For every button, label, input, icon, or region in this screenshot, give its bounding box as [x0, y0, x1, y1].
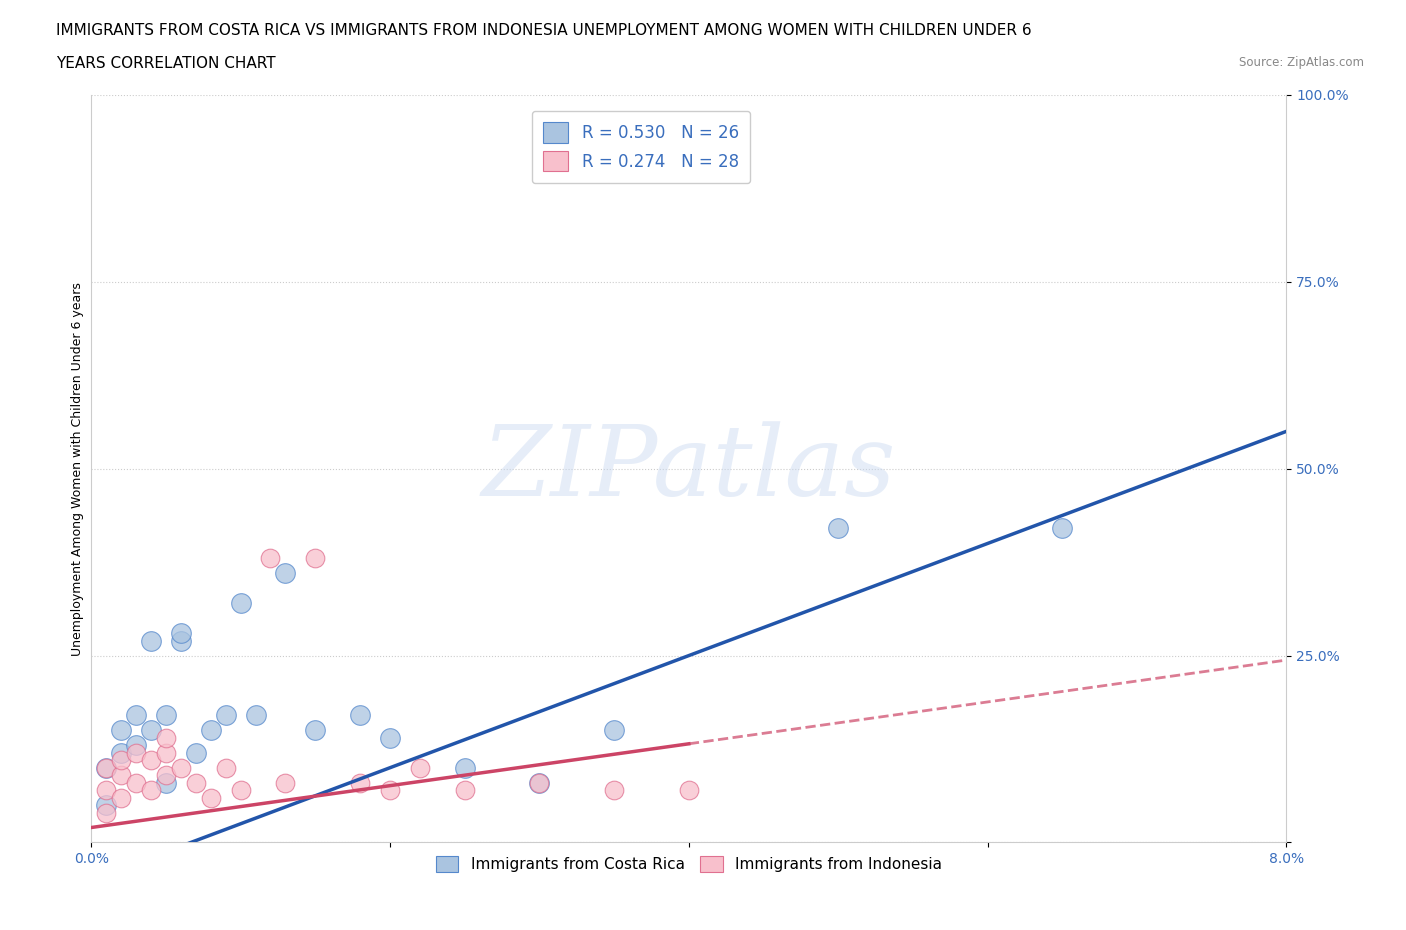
Point [349, 708, 371, 723]
Point [184, 745, 207, 760]
Legend: Immigrants from Costa Rica, Immigrants from Indonesia: Immigrants from Costa Rica, Immigrants f… [427, 848, 949, 880]
Point [229, 783, 252, 798]
Point [155, 730, 177, 745]
Point [274, 776, 297, 790]
Point [125, 708, 148, 723]
Point [110, 752, 132, 767]
Point [110, 768, 132, 783]
Point [139, 752, 162, 767]
Point [1052, 521, 1074, 536]
Point [603, 723, 626, 737]
Point [454, 783, 477, 798]
Point [304, 551, 326, 565]
Y-axis label: Unemployment Among Women with Children Under 6 years: Unemployment Among Women with Children U… [72, 282, 84, 656]
Point [155, 745, 177, 760]
Point [529, 776, 551, 790]
Point [259, 551, 281, 565]
Point [304, 723, 326, 737]
Point [200, 790, 222, 805]
Point [110, 745, 132, 760]
Text: YEARS CORRELATION CHART: YEARS CORRELATION CHART [56, 56, 276, 71]
Point [170, 626, 193, 641]
Point [454, 761, 477, 776]
Point [94, 805, 117, 820]
Point [125, 737, 148, 752]
Point [274, 566, 297, 581]
Point [110, 723, 132, 737]
Point [214, 761, 236, 776]
Point [170, 633, 193, 648]
Point [229, 596, 252, 611]
Point [94, 783, 117, 798]
Point [200, 723, 222, 737]
Point [94, 761, 117, 776]
Text: Source: ZipAtlas.com: Source: ZipAtlas.com [1239, 56, 1364, 69]
Point [139, 783, 162, 798]
Point [678, 783, 700, 798]
Point [94, 761, 117, 776]
Point [139, 723, 162, 737]
Text: IMMIGRANTS FROM COSTA RICA VS IMMIGRANTS FROM INDONESIA UNEMPLOYMENT AMONG WOMEN: IMMIGRANTS FROM COSTA RICA VS IMMIGRANTS… [56, 23, 1032, 38]
Point [125, 745, 148, 760]
Point [378, 730, 401, 745]
Point [155, 768, 177, 783]
Point [349, 776, 371, 790]
Point [94, 798, 117, 813]
Text: ZIPatlas: ZIPatlas [482, 421, 896, 516]
Point [603, 783, 626, 798]
Point [409, 761, 432, 776]
Point [125, 776, 148, 790]
Point [214, 708, 236, 723]
Point [155, 776, 177, 790]
Point [110, 790, 132, 805]
Point [827, 521, 849, 536]
Point [139, 633, 162, 648]
Point [184, 776, 207, 790]
Point [155, 708, 177, 723]
Point [529, 776, 551, 790]
Point [170, 761, 193, 776]
Point [245, 708, 267, 723]
Point [378, 783, 401, 798]
